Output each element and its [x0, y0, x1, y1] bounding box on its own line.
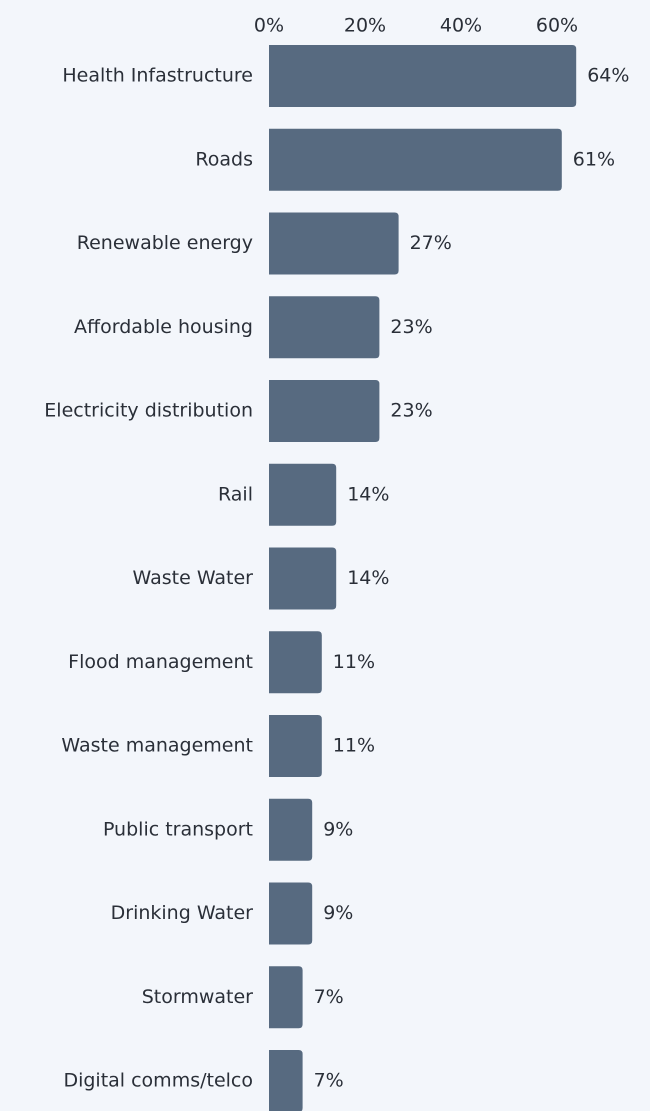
category-label: Affordable housing: [74, 316, 253, 338]
category-label: Waste management: [61, 735, 253, 757]
bar: [269, 380, 380, 442]
category-label: Flood management: [68, 651, 253, 673]
category-label: Electricity distribution: [44, 400, 253, 422]
bar: [269, 212, 399, 275]
category-label: Health Infastructure: [62, 65, 253, 87]
category-label: Waste Water: [133, 567, 254, 589]
category-label: Rail: [218, 483, 253, 505]
bar: [269, 966, 303, 1029]
x-tick-label: 60%: [536, 15, 578, 37]
data-label: 61%: [573, 148, 615, 170]
category-label: Renewable energy: [77, 232, 253, 254]
bar: [269, 798, 313, 861]
category-label: Digital comms/telco: [63, 1070, 253, 1092]
category-label: Roads: [195, 148, 253, 170]
data-label: 7%: [314, 986, 344, 1008]
bar: [269, 631, 322, 694]
category-label: Public transport: [103, 818, 253, 840]
bars: [269, 45, 577, 1111]
data-label: 9%: [323, 902, 353, 924]
bar: [269, 882, 313, 945]
x-tick-label: 0%: [254, 15, 284, 37]
category-label: Drinking Water: [111, 902, 254, 924]
data-label: 14%: [347, 483, 389, 505]
data-label: 14%: [347, 567, 389, 589]
data-label: 64%: [587, 65, 629, 87]
bar: [269, 128, 562, 191]
bar: [269, 1050, 303, 1111]
bar: [269, 547, 337, 610]
category-label: Stormwater: [142, 986, 253, 1008]
data-label: 27%: [410, 232, 452, 254]
value-labels: 64% 61% 27% 23% 23% 14% 14% 11% 11% 9% 9% 7% 7%: [314, 65, 630, 1092]
bar: [269, 45, 577, 107]
data-label: 23%: [390, 400, 432, 422]
bar: [269, 715, 322, 777]
data-label: 23%: [390, 316, 432, 338]
x-tick-label: 20%: [344, 15, 386, 37]
bar: [269, 463, 337, 526]
bar: [269, 296, 380, 359]
category-labels: Health Infastructure Roads Renewable energ…: [44, 65, 253, 1092]
data-label: 7%: [314, 1070, 344, 1092]
x-tick-label: 40%: [440, 15, 482, 37]
x-axis-ticks: 0% 20% 40% 60%: [254, 15, 578, 37]
data-label: 11%: [333, 735, 375, 757]
data-label: 9%: [323, 818, 353, 840]
data-label: 11%: [333, 651, 375, 673]
